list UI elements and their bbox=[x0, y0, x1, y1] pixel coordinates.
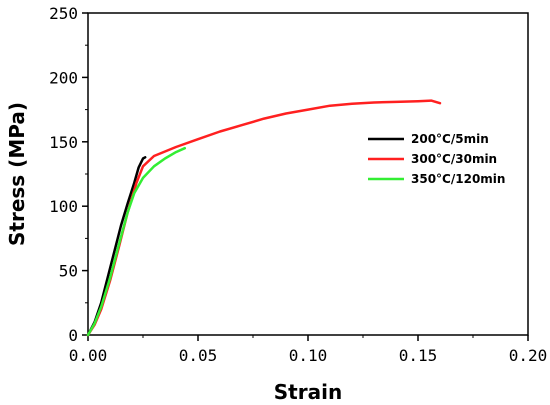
y-axis-ticks: 0 50 100 150 200 250 bbox=[49, 4, 88, 345]
x-axis-ticks: 0.00 0.05 0.10 0.15 0.20 bbox=[69, 335, 548, 365]
x-tick-label: 0.15 bbox=[399, 346, 438, 365]
x-tick-label: 0.10 bbox=[289, 346, 328, 365]
series-layer bbox=[86, 99, 442, 337]
x-axis-title: Strain bbox=[274, 380, 342, 404]
y-tick-label: 50 bbox=[59, 262, 78, 281]
series-line-3 bbox=[86, 146, 187, 337]
x-tick-label: 0.05 bbox=[179, 346, 218, 365]
legend-label: 350°C/120min bbox=[411, 172, 505, 186]
x-tick-label: 0.00 bbox=[69, 346, 108, 365]
y-tick-label: 0 bbox=[68, 326, 78, 345]
x-tick-label: 0.20 bbox=[509, 346, 548, 365]
y-tick-label: 100 bbox=[49, 197, 78, 216]
y-tick-label: 250 bbox=[49, 4, 78, 23]
series-line-2 bbox=[86, 99, 442, 337]
legend-label: 200°C/5min bbox=[411, 132, 489, 146]
legend: 200°C/5min 300°C/30min 350°C/120min bbox=[368, 132, 505, 186]
y-axis-title: Stress (MPa) bbox=[5, 102, 29, 246]
legend-label: 300°C/30min bbox=[411, 152, 497, 166]
y-tick-label: 150 bbox=[49, 133, 78, 152]
y-tick-label: 200 bbox=[49, 68, 78, 87]
